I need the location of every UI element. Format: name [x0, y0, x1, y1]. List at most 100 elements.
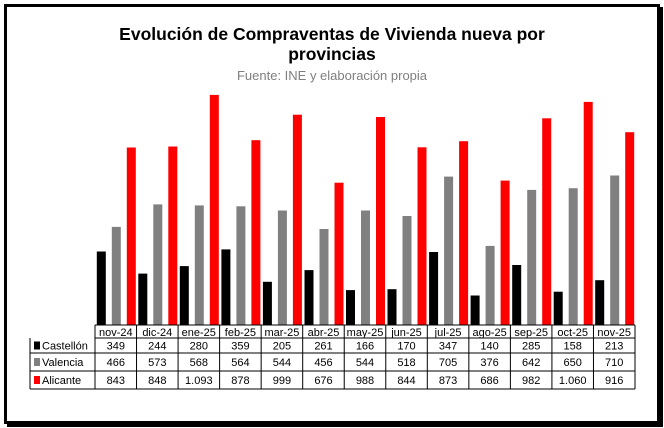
- data-label-valencia-oct-25: 650: [564, 357, 582, 369]
- bar-castellón-nov-24: [96, 251, 106, 325]
- bar-castellón-feb-25: [221, 249, 231, 325]
- bar-valencia-dic-24: [153, 204, 163, 325]
- bar-valencia-nov-25: [610, 175, 620, 325]
- chart-title: Evolución de Compraventas de Vivienda nu…: [0, 24, 664, 64]
- legend-label-castellón: Castellón: [42, 341, 88, 353]
- data-label-valencia-jul-25: 705: [439, 357, 457, 369]
- data-label-castellón-jun-25: 170: [397, 341, 415, 353]
- data-label-alicante-oct-25: 1.060: [559, 375, 587, 387]
- data-label-alicante-ago-25: 686: [480, 375, 498, 387]
- bar-alicante-dic-24: [168, 146, 178, 325]
- category-label-ene-25: ene-25: [182, 327, 216, 339]
- chart-title-line-2: provincias: [288, 44, 376, 64]
- category-label-oct-25: oct-25: [557, 327, 588, 339]
- category-label-ago-25: ago-25: [472, 327, 506, 339]
- data-label-valencia-abr-25: 456: [314, 357, 332, 369]
- bar-castellón-abr-25: [304, 270, 314, 325]
- bar-valencia-jun-25: [402, 216, 412, 325]
- data-label-valencia-jun-25: 518: [397, 357, 415, 369]
- bar-castellón-jun-25: [387, 289, 397, 325]
- data-label-castellón-may-25: 166: [356, 341, 374, 353]
- data-label-alicante-nov-25: 916: [605, 375, 623, 387]
- bar-alicante-ago-25: [500, 180, 510, 325]
- legend-key-alicante: [34, 376, 40, 384]
- bar-alicante-ene-25: [209, 94, 219, 326]
- bar-castellón-oct-25: [553, 291, 563, 325]
- bar-valencia-oct-25: [568, 188, 578, 325]
- chart-title-line-1: Evolución de Compraventas de Vivienda nu…: [119, 24, 545, 44]
- legend-key-castellón: [34, 341, 40, 350]
- bar-valencia-ene-25: [194, 205, 204, 325]
- chart-subtitle: Fuente: INE y elaboración propia: [236, 68, 428, 83]
- bar-castellón-ene-25: [179, 266, 189, 325]
- data-label-alicante-nov-24: 843: [107, 375, 125, 387]
- data-label-alicante-abr-25: 676: [314, 375, 332, 387]
- category-label-dic-24: dic-24: [142, 327, 172, 339]
- category-label-nov-24: nov-24: [99, 327, 133, 339]
- data-label-alicante-dic-24: 848: [148, 375, 166, 387]
- bar-castellón-sep-25: [512, 265, 522, 325]
- data-label-castellón-ago-25: 140: [480, 341, 498, 353]
- data-label-castellón-sep-25: 285: [522, 341, 540, 353]
- data-label-valencia-nov-24: 466: [107, 357, 125, 369]
- data-label-alicante-may-25: 988: [356, 375, 374, 387]
- category-label-nov-25: nov-25: [597, 327, 631, 339]
- legend-key-valencia: [34, 358, 40, 366]
- bar-valencia-sep-25: [527, 189, 537, 325]
- data-label-alicante-sep-25: 982: [522, 375, 540, 387]
- bar-alicante-nov-24: [126, 147, 136, 325]
- bar-valencia-mar-25: [277, 210, 287, 325]
- bar-alicante-sep-25: [542, 118, 552, 325]
- data-label-castellón-mar-25: 205: [273, 341, 291, 353]
- bar-alicante-jun-25: [417, 147, 427, 325]
- data-label-castellón-dic-24: 244: [148, 341, 166, 353]
- bar-valencia-abr-25: [319, 229, 329, 325]
- data-label-alicante-ene-25: 1.093: [185, 375, 213, 387]
- bar-castellón-may-25: [346, 290, 355, 325]
- category-label-jun-25: jun-25: [390, 327, 422, 339]
- bar-valencia-jul-25: [444, 176, 454, 325]
- bar-alicante-oct-25: [583, 101, 593, 326]
- data-label-alicante-jul-25: 873: [439, 375, 457, 387]
- category-label-abr-25: abr-25: [308, 327, 340, 339]
- data-label-castellón-jul-25: 347: [439, 341, 457, 353]
- data-label-valencia-sep-25: 642: [522, 357, 540, 369]
- bar-valencia-may-25: [361, 210, 370, 325]
- data-label-castellón-nov-24: 349: [107, 341, 125, 353]
- data-label-castellón-nov-25: 213: [605, 341, 623, 353]
- category-label-mar-25: mar-25: [264, 327, 299, 339]
- data-label-valencia-dic-24: 573: [148, 357, 166, 369]
- bar-castellón-nov-25: [595, 280, 605, 325]
- category-label-jul-25: jul-25: [434, 327, 462, 339]
- bar-alicante-nov-25: [625, 132, 635, 325]
- data-label-alicante-mar-25: 999: [273, 375, 291, 387]
- data-label-castellón-oct-25: 158: [564, 341, 582, 353]
- bar-alicante-may-25: [376, 117, 385, 325]
- bar-castellón-jul-25: [429, 252, 439, 325]
- data-label-valencia-nov-25: 710: [605, 357, 623, 369]
- category-label-feb-25: feb-25: [225, 327, 256, 339]
- data-label-valencia-ago-25: 376: [480, 357, 498, 369]
- bar-valencia-feb-25: [236, 206, 246, 325]
- data-label-valencia-mar-25: 544: [273, 357, 291, 369]
- bar-alicante-abr-25: [334, 182, 344, 325]
- legend-label-alicante: Alicante: [42, 375, 81, 387]
- data-label-castellón-abr-25: 261: [314, 341, 332, 353]
- data-label-valencia-ene-25: 568: [190, 357, 208, 369]
- data-label-valencia-may-25: 544: [356, 357, 374, 369]
- data-label-castellón-feb-25: 359: [231, 341, 249, 353]
- data-label-alicante-jun-25: 844: [397, 375, 415, 387]
- bar-alicante-feb-25: [251, 140, 261, 325]
- category-label-may-25: may-25: [347, 327, 384, 339]
- category-label-sep-25: sep-25: [514, 327, 548, 339]
- data-label-castellón-ene-25: 280: [190, 341, 208, 353]
- bar-valencia-nov-24: [111, 226, 121, 325]
- bar-valencia-ago-25: [485, 245, 495, 325]
- bar-castellón-ago-25: [470, 295, 480, 325]
- bar-castellón-mar-25: [262, 281, 272, 325]
- bar-alicante-mar-25: [292, 114, 302, 325]
- bar-castellón-dic-24: [138, 273, 148, 325]
- data-label-valencia-feb-25: 564: [231, 357, 249, 369]
- data-label-alicante-feb-25: 878: [231, 375, 249, 387]
